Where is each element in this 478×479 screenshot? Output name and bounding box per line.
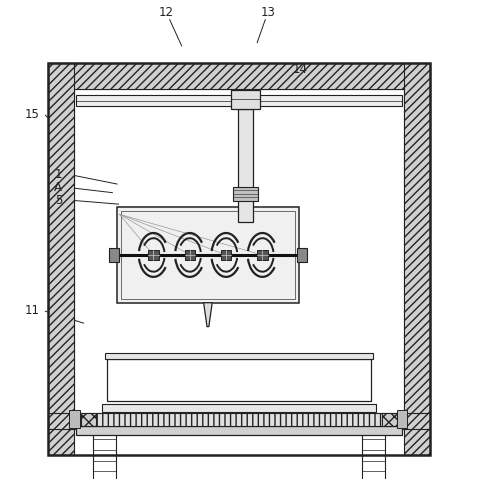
Bar: [48, 63, 74, 455]
Polygon shape: [204, 303, 212, 327]
Text: 15: 15: [25, 108, 40, 121]
Bar: [382, 412, 397, 426]
Bar: [397, 410, 407, 428]
Bar: [81, 412, 96, 426]
Bar: [233, 187, 258, 201]
Bar: [221, 250, 231, 260]
Bar: [148, 250, 159, 260]
Bar: [69, 410, 80, 428]
Bar: [48, 413, 430, 429]
Text: 11: 11: [25, 304, 40, 317]
Bar: [117, 207, 299, 303]
Bar: [362, 428, 385, 479]
Text: 12: 12: [159, 6, 174, 19]
Bar: [105, 353, 373, 359]
Text: A: A: [54, 182, 62, 194]
Text: 1: 1: [54, 169, 62, 182]
Bar: [102, 403, 376, 412]
Bar: [74, 89, 404, 428]
Bar: [238, 109, 253, 222]
Bar: [185, 250, 195, 260]
Text: 5: 5: [54, 194, 62, 207]
Bar: [93, 428, 116, 479]
Bar: [74, 424, 404, 428]
Bar: [81, 412, 397, 426]
Bar: [107, 359, 371, 401]
Bar: [76, 426, 402, 434]
Bar: [48, 63, 430, 455]
Bar: [231, 91, 261, 109]
Text: 13: 13: [260, 6, 275, 19]
Bar: [96, 412, 382, 426]
Bar: [121, 211, 295, 299]
Bar: [404, 63, 430, 455]
Bar: [297, 248, 307, 262]
Bar: [76, 95, 402, 106]
Bar: [257, 250, 268, 260]
Text: 14: 14: [293, 63, 307, 76]
Bar: [109, 248, 119, 262]
Bar: [48, 63, 430, 89]
